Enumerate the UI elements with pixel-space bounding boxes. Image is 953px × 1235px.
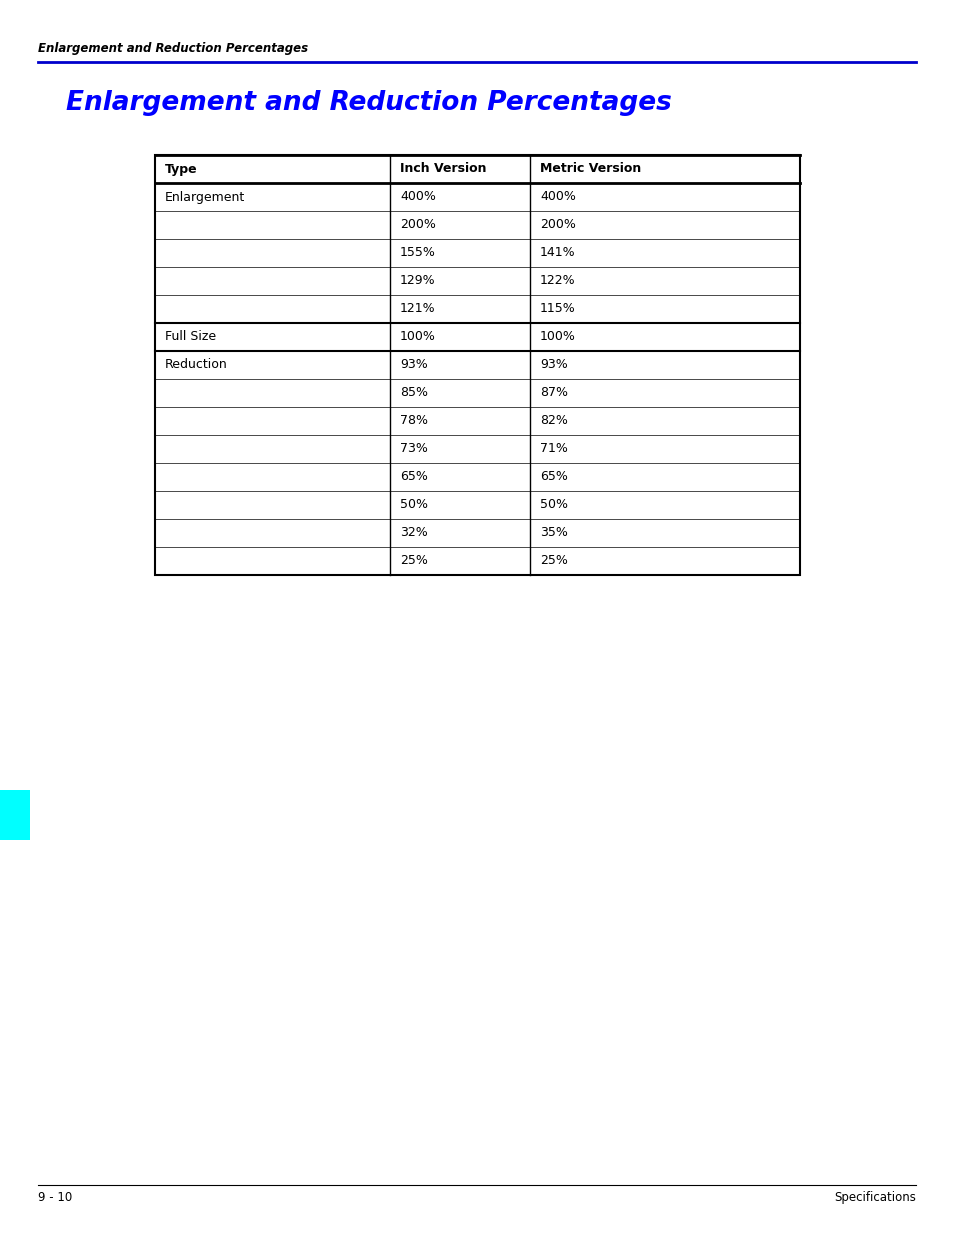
Text: 85%: 85% <box>399 387 428 399</box>
Text: 9 - 10: 9 - 10 <box>38 1191 72 1204</box>
Text: 32%: 32% <box>399 526 427 540</box>
Text: 71%: 71% <box>539 442 567 456</box>
Text: 121%: 121% <box>399 303 436 315</box>
Text: 65%: 65% <box>399 471 428 483</box>
Text: 73%: 73% <box>399 442 428 456</box>
Text: Specifications: Specifications <box>833 1191 915 1204</box>
Text: 78%: 78% <box>399 415 428 427</box>
Text: Metric Version: Metric Version <box>539 163 640 175</box>
Text: 100%: 100% <box>539 331 576 343</box>
Bar <box>0 790 30 840</box>
Text: 100%: 100% <box>399 331 436 343</box>
Bar <box>154 156 800 576</box>
Text: 25%: 25% <box>399 555 428 568</box>
Text: 141%: 141% <box>539 247 575 259</box>
Text: 122%: 122% <box>539 274 575 288</box>
Text: 115%: 115% <box>539 303 576 315</box>
Text: 87%: 87% <box>539 387 567 399</box>
Text: Inch Version: Inch Version <box>399 163 486 175</box>
Text: 200%: 200% <box>399 219 436 231</box>
Text: 93%: 93% <box>539 358 567 372</box>
Text: 93%: 93% <box>399 358 427 372</box>
Text: 129%: 129% <box>399 274 436 288</box>
Text: 82%: 82% <box>539 415 567 427</box>
Text: Reduction: Reduction <box>165 358 228 372</box>
Text: 50%: 50% <box>399 499 428 511</box>
Text: 25%: 25% <box>539 555 567 568</box>
Text: 400%: 400% <box>399 190 436 204</box>
Text: 200%: 200% <box>539 219 576 231</box>
Text: Enlargement and Reduction Percentages: Enlargement and Reduction Percentages <box>38 42 308 56</box>
Text: 35%: 35% <box>539 526 567 540</box>
Text: 155%: 155% <box>399 247 436 259</box>
Text: 50%: 50% <box>539 499 567 511</box>
Text: Enlargement: Enlargement <box>165 190 245 204</box>
Text: Type: Type <box>165 163 197 175</box>
Text: Full Size: Full Size <box>165 331 216 343</box>
Text: 65%: 65% <box>539 471 567 483</box>
Text: Enlargement and Reduction Percentages: Enlargement and Reduction Percentages <box>66 90 671 116</box>
Text: 400%: 400% <box>539 190 576 204</box>
